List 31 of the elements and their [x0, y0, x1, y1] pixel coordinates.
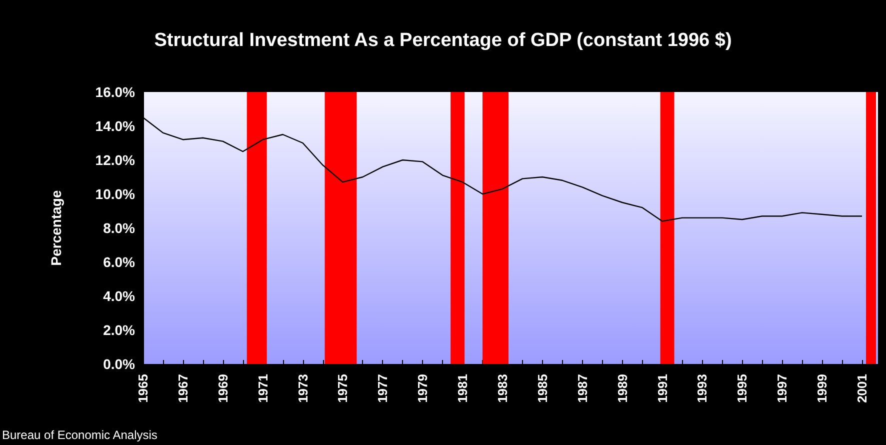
x-tick-label: 1985 [534, 374, 550, 403]
x-tick-label: 1983 [495, 374, 510, 403]
y-tick-label: 16.0% [95, 84, 136, 100]
y-tick-label: 14.0% [95, 118, 136, 134]
y-tick-label: 8.0% [103, 220, 136, 236]
y-tick-label: 0.0% [103, 356, 136, 372]
x-tick-label: 1965 [136, 374, 150, 403]
x-tick-label: 1967 [175, 374, 190, 403]
y-tick-label: 4.0% [103, 288, 136, 304]
x-tick-label: 1991 [654, 374, 670, 403]
x-tick-label: 1995 [734, 374, 750, 403]
chart-title: Structural Investment As a Percentage of GDP (constant 1996 $) [154, 30, 732, 51]
y-tick-label: 2.0% [103, 322, 136, 338]
y-tick-label: 12.0% [95, 152, 136, 168]
x-tick-label: 1989 [614, 374, 630, 403]
y-tick-label: 6.0% [103, 254, 136, 270]
x-tick-label: 1975 [335, 374, 350, 403]
x-tick-label: 1997 [774, 374, 790, 403]
x-tick-label: 1971 [255, 374, 270, 403]
x-tick-label: 1973 [295, 374, 310, 403]
x-tick-label: 1977 [375, 374, 390, 403]
x-tick-label: 1999 [814, 374, 830, 403]
x-tick-label: 1987 [574, 374, 590, 403]
x-tick-label: 1981 [455, 374, 470, 403]
text: Bureau of Economic Analysis [2, 428, 158, 442]
x-tick-label: 2001 [854, 374, 870, 403]
x-tick-label: 1969 [215, 374, 230, 403]
y-axis-title: Percentage [48, 190, 64, 266]
x-tick-label: 1993 [694, 374, 710, 403]
x-tick-label: 1979 [415, 374, 430, 403]
y-tick-label: 10.0% [95, 186, 136, 202]
